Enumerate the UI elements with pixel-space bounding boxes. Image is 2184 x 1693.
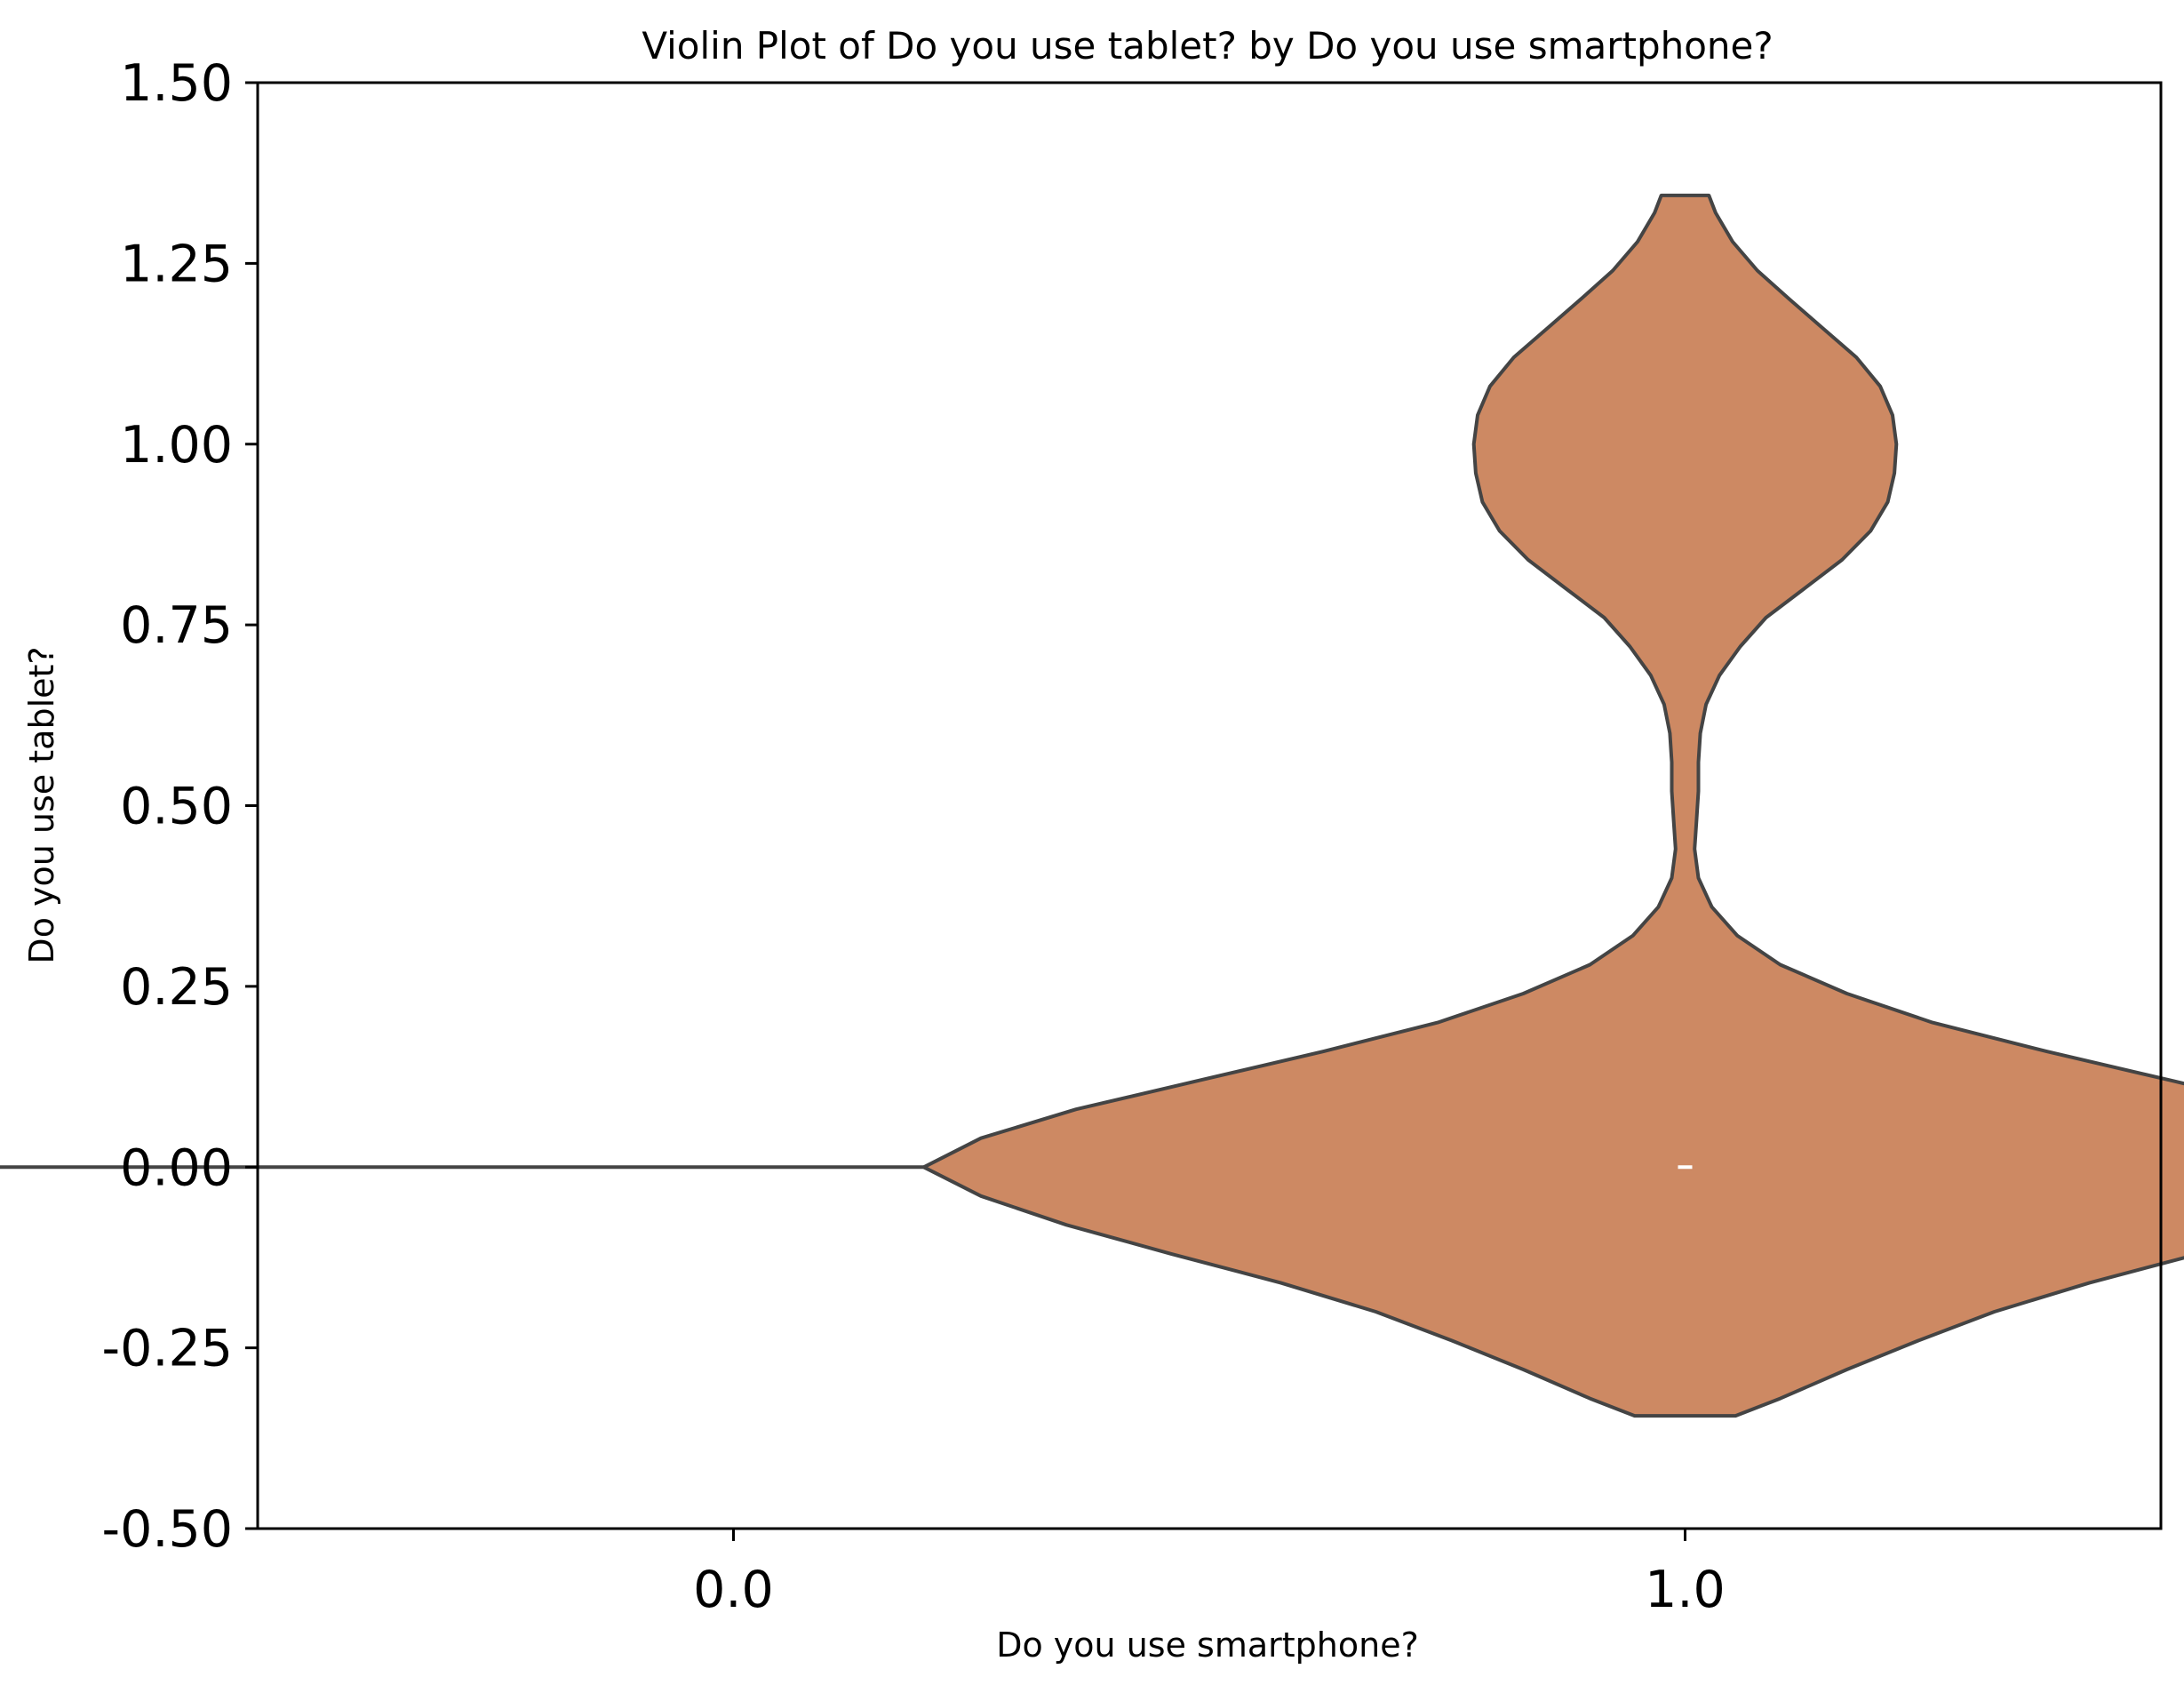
violins-layer [0,193,2184,1418]
y-tick-label: 1.50 [120,54,233,113]
chart-title: Violin Plot of Do you use tablet? by Do … [642,24,1773,68]
y-tick-label: 0.25 [120,958,233,1017]
y-tick-label: 0.50 [120,778,233,836]
y-tick-label: 1.25 [120,235,233,293]
y-tick-label: -0.25 [102,1320,233,1378]
y-tick-label: 0.00 [120,1138,233,1197]
y-tick-label: 0.75 [120,596,233,655]
violin-body-1.0 [921,193,2184,1418]
x-tick-label: 1.0 [1645,1561,1726,1619]
x-tick-label: 0.0 [693,1561,774,1619]
y-tick-label: 1.00 [120,416,233,475]
y-tick-label: -0.50 [102,1500,233,1559]
y-axis-title: Do you use tablet? [22,646,61,963]
axis-ticks: -0.50 -0.25 0.00 0.25 0.50 0.75 1.00 1.25 1.50 0.… [102,54,1726,1619]
plot-frame [256,81,2163,1530]
x-axis-title: Do you use smartphone? [996,1625,1419,1665]
